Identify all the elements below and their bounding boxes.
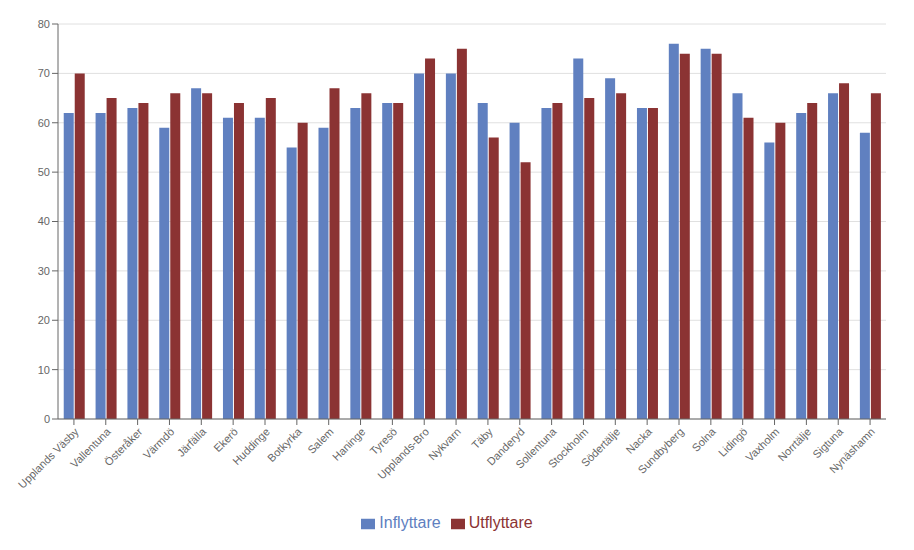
svg-text:Österåker: Österåker bbox=[102, 425, 145, 468]
svg-text:Upplands Väsby: Upplands Väsby bbox=[15, 425, 81, 491]
svg-text:80: 80 bbox=[38, 18, 50, 30]
svg-text:Vaxholm: Vaxholm bbox=[743, 425, 781, 463]
svg-text:Danderyd: Danderyd bbox=[484, 425, 527, 468]
svg-text:10: 10 bbox=[38, 364, 50, 376]
svg-text:Nykvarn: Nykvarn bbox=[426, 425, 463, 462]
svg-text:Upplands-Bro: Upplands-Bro bbox=[375, 425, 431, 481]
svg-text:Täby: Täby bbox=[469, 425, 495, 451]
svg-text:Huddinge: Huddinge bbox=[230, 425, 272, 467]
svg-text:60: 60 bbox=[38, 117, 50, 129]
svg-text:Sundbyberg: Sundbyberg bbox=[636, 425, 686, 475]
svg-text:Vallentuna: Vallentuna bbox=[68, 425, 113, 471]
svg-text:30: 30 bbox=[38, 265, 50, 277]
svg-text:Nynäshamn: Nynäshamn bbox=[827, 425, 877, 475]
svg-text:Sollentuna: Sollentuna bbox=[513, 425, 559, 471]
svg-text:Södertälje: Södertälje bbox=[579, 425, 623, 469]
svg-text:Värmdö: Värmdö bbox=[141, 425, 177, 461]
svg-text:Tyresö: Tyresö bbox=[367, 425, 400, 458]
svg-text:Nacka: Nacka bbox=[624, 425, 655, 456]
svg-text:Ekerö: Ekerö bbox=[211, 425, 240, 454]
svg-text:Sigtuna: Sigtuna bbox=[810, 425, 846, 461]
svg-text:50: 50 bbox=[38, 166, 50, 178]
svg-text:Haninge: Haninge bbox=[330, 425, 367, 462]
svg-text:70: 70 bbox=[38, 67, 50, 79]
svg-text:Lidingö: Lidingö bbox=[716, 425, 750, 459]
svg-text:Stockholm: Stockholm bbox=[545, 425, 591, 471]
html-text:Utflyttare: Utflyttare bbox=[468, 514, 533, 531]
svg-text:Norrtälje: Norrtälje bbox=[775, 425, 813, 463]
svg-text:40: 40 bbox=[38, 215, 50, 227]
svg-text:Botkyrka: Botkyrka bbox=[265, 425, 304, 464]
html-text:Inflyttare: Inflyttare bbox=[379, 514, 441, 531]
svg-text:20: 20 bbox=[38, 314, 50, 326]
svg-text:Järfälla: Järfälla bbox=[175, 425, 209, 459]
svg-text:Solna: Solna bbox=[689, 425, 718, 454]
svg-text:Salem: Salem bbox=[305, 425, 336, 456]
svg-text:0: 0 bbox=[44, 413, 50, 425]
